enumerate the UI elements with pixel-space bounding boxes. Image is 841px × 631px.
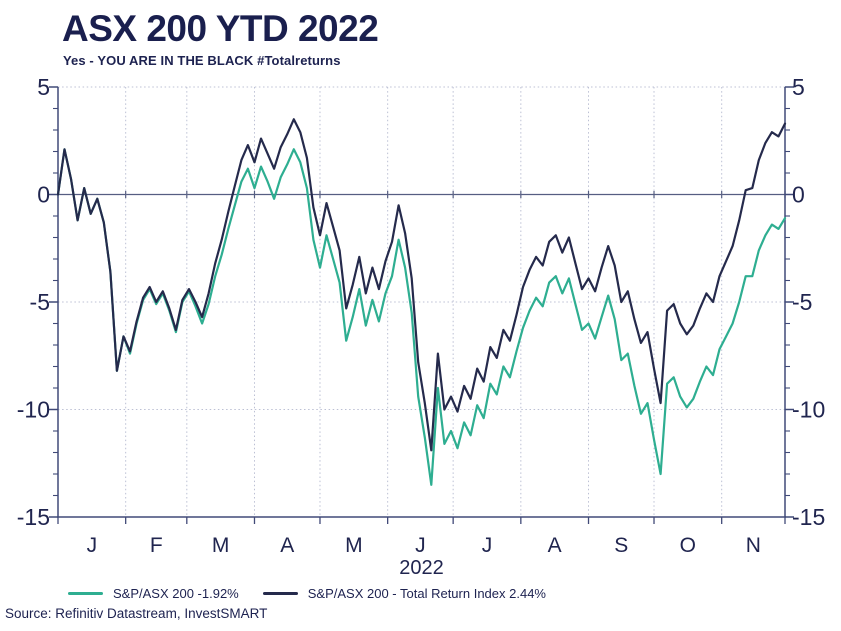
y-axis-label-right: -10 xyxy=(792,397,825,423)
sp-asx200-price-line xyxy=(56,148,787,486)
sp-asx200-total-return-line xyxy=(56,118,787,452)
y-axis-label-right: -5 xyxy=(792,289,812,315)
x-month-label: S xyxy=(614,534,628,557)
x-month-label: F xyxy=(150,534,163,557)
legend-swatch-total-return xyxy=(262,592,298,595)
chart-subtitle: Yes - YOU ARE IN THE BLACK #Totalreturns xyxy=(63,53,341,68)
source-attribution: Source: Refinitiv Datastream, InvestSMAR… xyxy=(5,606,268,621)
y-axis-label-left: -15 xyxy=(17,504,50,530)
chart-title: ASX 200 YTD 2022 xyxy=(62,8,379,49)
x-month-label: J xyxy=(87,534,98,557)
y-axis-label-left: -5 xyxy=(30,289,50,315)
x-axis-title: 2022 xyxy=(399,557,444,579)
y-axis-label-left: 5 xyxy=(37,74,50,100)
x-month-label: M xyxy=(212,534,230,557)
x-month-label: N xyxy=(746,534,761,557)
x-month-label: A xyxy=(280,534,294,557)
legend-item-price-index: S&P/ASX 200 -1.92% xyxy=(68,586,239,601)
legend-label-price-index: S&P/ASX 200 -1.92% xyxy=(113,586,239,601)
x-month-label: M xyxy=(345,534,363,557)
y-axis-label-right: 5 xyxy=(792,74,805,100)
legend-swatch-price-index xyxy=(68,592,103,595)
x-month-label: O xyxy=(680,534,696,557)
chart-legend: S&P/ASX 200 -1.92% S&P/ASX 200 - Total R… xyxy=(68,586,546,601)
x-month-label: J xyxy=(482,534,493,557)
y-axis-label-right: 0 xyxy=(792,182,805,208)
x-month-label: A xyxy=(548,534,562,557)
legend-item-total-return: S&P/ASX 200 - Total Return Index 2.44% xyxy=(262,586,546,601)
y-axis-label-left: 0 xyxy=(37,182,50,208)
legend-label-total-return: S&P/ASX 200 - Total Return Index 2.44% xyxy=(307,586,546,601)
x-month-label: J xyxy=(415,534,426,557)
y-axis-label-left: -10 xyxy=(17,397,50,423)
y-axis-label-right: -15 xyxy=(792,504,825,530)
